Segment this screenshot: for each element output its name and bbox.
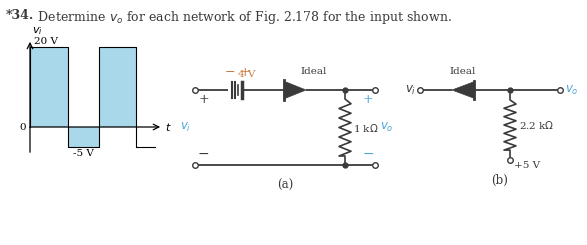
Text: $v_i$: $v_i$ [180, 121, 191, 134]
Polygon shape [284, 81, 306, 99]
Text: $v_i$: $v_i$ [32, 25, 43, 37]
Text: Ideal: Ideal [450, 67, 476, 76]
Text: 0: 0 [19, 122, 26, 132]
Text: Ideal: Ideal [300, 67, 326, 76]
Text: +5 V: +5 V [514, 161, 540, 170]
Text: *34.: *34. [6, 9, 34, 22]
Text: (a): (a) [277, 179, 293, 192]
Text: Determine $v_o$ for each network of Fig. 2.178 for the input shown.: Determine $v_o$ for each network of Fig.… [30, 9, 452, 26]
Bar [68, 127, 99, 147]
Text: +: + [363, 93, 373, 106]
Text: −: − [225, 66, 235, 79]
Polygon shape [452, 82, 474, 98]
Text: $v_o$: $v_o$ [380, 121, 394, 134]
Text: +: + [239, 66, 250, 79]
Text: 1 k$\Omega$: 1 k$\Omega$ [353, 122, 379, 134]
Text: (b): (b) [491, 174, 508, 187]
Text: +: + [199, 93, 210, 106]
Text: −: − [198, 147, 210, 161]
Text: 2.2 k$\Omega$: 2.2 k$\Omega$ [519, 119, 554, 131]
Text: -5 V: -5 V [73, 149, 93, 158]
Text: 4 V: 4 V [238, 70, 255, 79]
Text: −: − [363, 147, 375, 161]
Text: $t$: $t$ [165, 121, 172, 133]
Text: 20 V: 20 V [35, 37, 59, 46]
Bar [99, 47, 136, 127]
Text: $v_o$: $v_o$ [565, 84, 579, 97]
Text: $v_i$: $v_i$ [405, 84, 416, 97]
Bar [30, 47, 68, 127]
